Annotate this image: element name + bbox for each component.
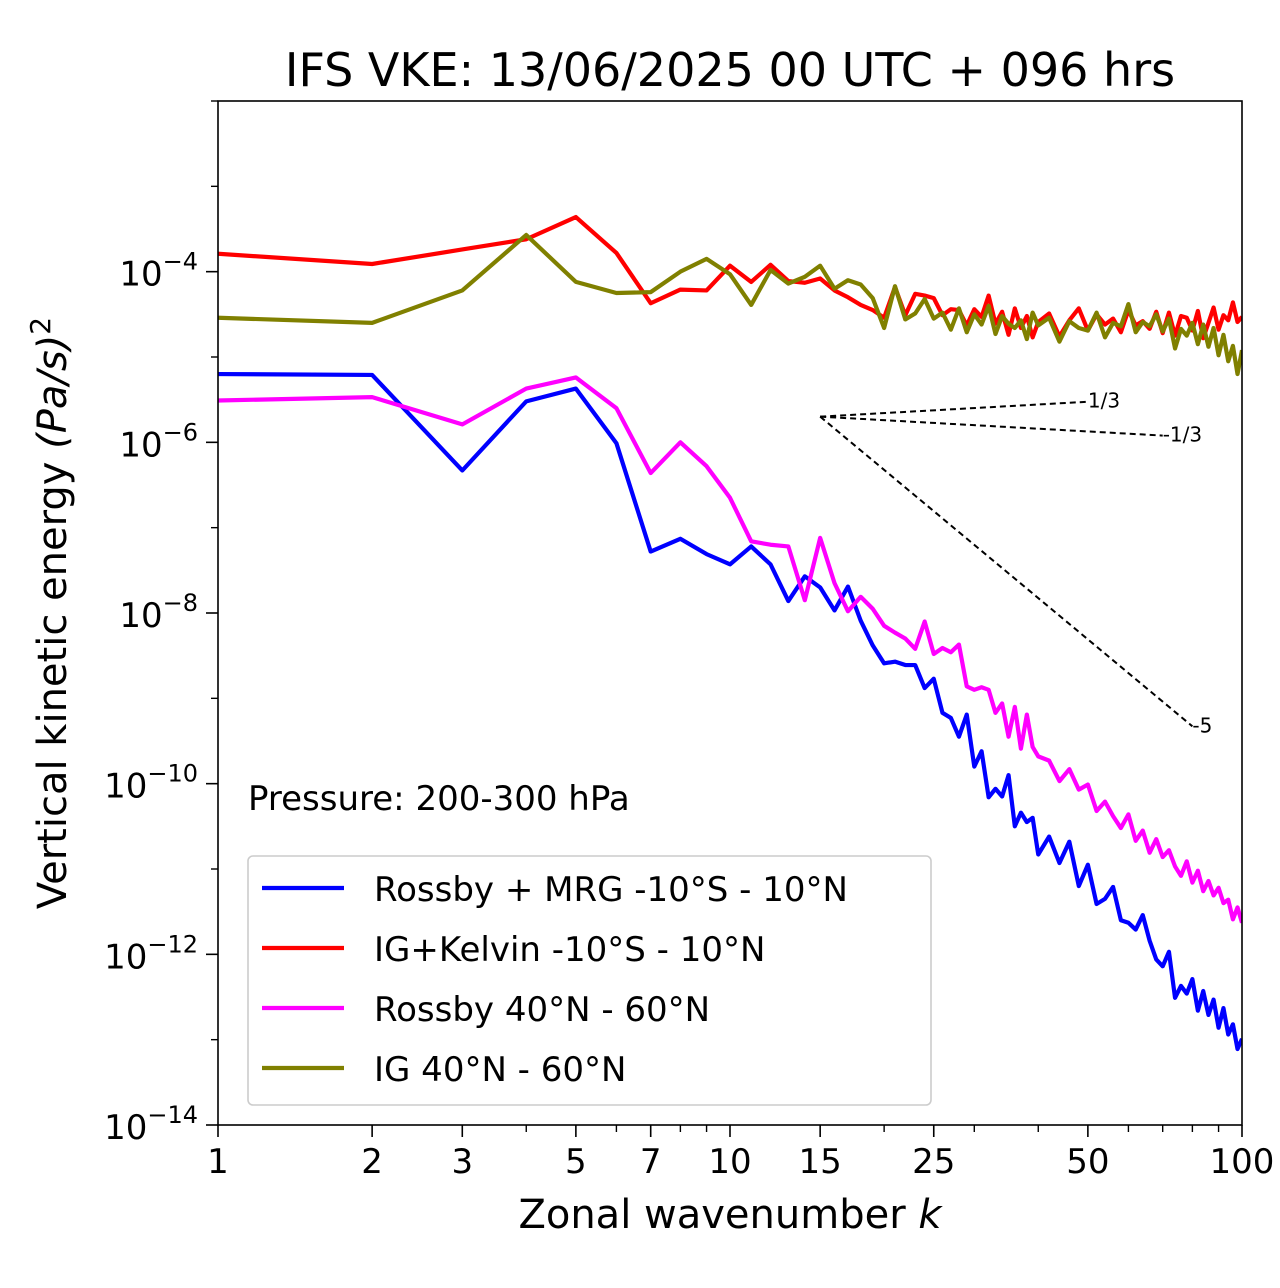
y-tick-label: 10−4 (119, 248, 198, 295)
x-tick-label: 100 (1210, 1142, 1275, 1182)
y-tick-label: 10−6 (119, 418, 198, 465)
x-tick-label: 15 (799, 1142, 842, 1182)
series-line-2 (218, 214, 1242, 341)
legend-label-2: IG+Kelvin -10°S - 10°N (374, 930, 765, 970)
x-tick-label: 1 (207, 1142, 229, 1182)
x-tick-label: 25 (912, 1142, 955, 1182)
series-lines (218, 214, 1242, 1052)
reference-lines (819, 400, 1194, 728)
x-axis-ticks: 1 2 3 5 7 10 15 25 50 100 (207, 1125, 1274, 1182)
y-tick-label: 10−10 (104, 760, 198, 807)
y-axis-ticks: 10−14 10−12 10−10 10−8 10−6 10−4 (104, 100, 218, 1148)
legend-label-1: Rossby + MRG -10°S - 10°N (374, 870, 848, 910)
x-tick-label: 50 (1066, 1142, 1109, 1182)
y-axis-label: Vertical kinetic energy (Pa/s)2 (24, 317, 76, 909)
reference-line-label-1: 1/3 (1088, 389, 1120, 413)
reference-line-labels: 1/3 -1/3 -5 (1088, 389, 1212, 738)
reference-line-label-2: -1/3 (1163, 423, 1202, 447)
series-line-1 (218, 371, 1242, 1052)
y-tick-label: 10−8 (119, 589, 198, 636)
x-tick-label: 5 (565, 1142, 587, 1182)
y-tick-label: 10−12 (104, 930, 198, 977)
y-tick-label: 10−14 (104, 1101, 198, 1148)
legend-label-4: IG 40°N - 60°N (374, 1050, 626, 1090)
x-tick-label: 10 (708, 1142, 751, 1182)
x-tick-label: 7 (640, 1142, 662, 1182)
legend: Rossby + MRG -10°S - 10°N IG+Kelvin -10°S… (247, 855, 932, 1106)
x-axis-label: Zonal wavenumber k (518, 1192, 943, 1238)
reference-line-3 (819, 415, 1194, 728)
series-line-4 (218, 232, 1242, 377)
legend-label-3: Rossby 40°N - 60°N (374, 990, 710, 1030)
chart-title: IFS VKE: 13/06/2025 00 UTC + 096 hrs (285, 43, 1175, 97)
x-tick-label: 3 (451, 1142, 473, 1182)
legend-box (247, 855, 932, 1106)
reference-line-2 (820, 415, 1163, 437)
reference-line-1 (820, 400, 1088, 418)
series-line-3 (218, 375, 1242, 924)
pressure-annotation: Pressure: 200-300 hPa (248, 779, 630, 819)
reference-line-label-3: -5 (1192, 713, 1212, 737)
x-tick-label: 2 (361, 1142, 383, 1182)
